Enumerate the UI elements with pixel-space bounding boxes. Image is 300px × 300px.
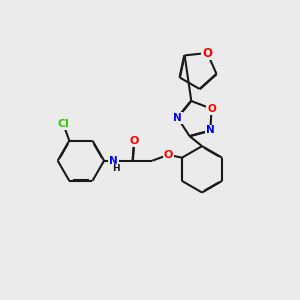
Text: N: N — [173, 113, 182, 123]
Text: O: O — [130, 136, 139, 146]
Text: O: O — [164, 150, 173, 160]
Text: H: H — [112, 164, 120, 172]
Text: Cl: Cl — [57, 119, 69, 129]
Text: O: O — [202, 46, 212, 59]
Text: N: N — [206, 125, 215, 135]
Text: N: N — [109, 156, 118, 166]
Text: O: O — [207, 104, 216, 114]
